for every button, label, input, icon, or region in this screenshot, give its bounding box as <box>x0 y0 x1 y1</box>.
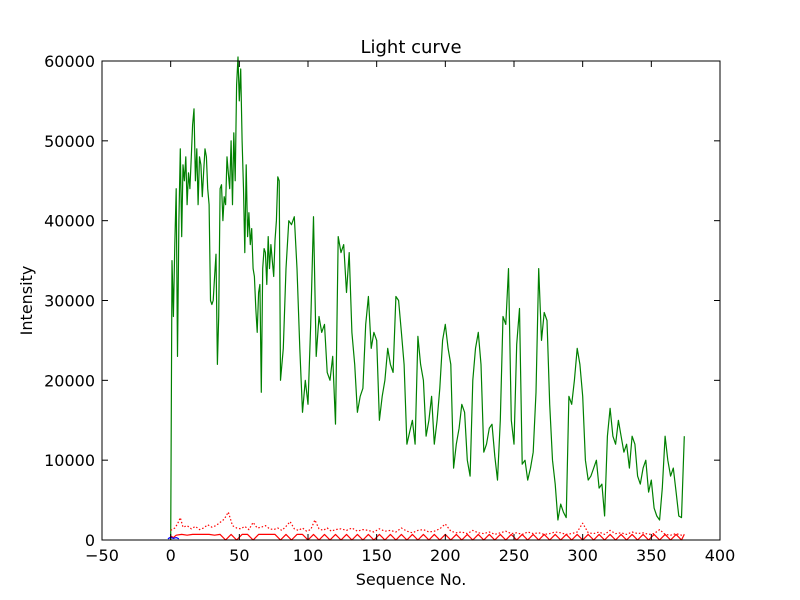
x-tick-label: 0 <box>166 546 176 565</box>
x-tick-label: 300 <box>567 546 598 565</box>
series-line-2 <box>170 511 685 536</box>
y-tick-label: 50000 <box>44 132 95 151</box>
x-tick-label: 150 <box>361 546 392 565</box>
series-line-0 <box>170 56 685 541</box>
x-tick-label: 250 <box>499 546 530 565</box>
x-axis-label: Sequence No. <box>356 570 467 589</box>
y-tick-label: 10000 <box>44 451 95 470</box>
x-tick-label: 350 <box>636 546 667 565</box>
x-tick-label: 100 <box>293 546 324 565</box>
series-line-3 <box>167 536 180 540</box>
y-axis-label: Intensity <box>17 266 36 336</box>
y-tick-label: 40000 <box>44 212 95 231</box>
y-tick-label: 30000 <box>44 292 95 311</box>
x-tick-label: 50 <box>229 546 249 565</box>
chart-title: Light curve <box>360 37 461 58</box>
y-tick-label: 60000 <box>44 52 95 71</box>
series-layer <box>167 56 685 541</box>
x-tick-label: −50 <box>85 546 119 565</box>
x-tick-label: 400 <box>705 546 736 565</box>
x-tick-label: 200 <box>430 546 461 565</box>
ticks-layer: −50 0 50 100 150 200 250 300 350 4000100002000030… <box>44 52 735 565</box>
y-tick-label: 0 <box>85 531 95 550</box>
series-line-1 <box>170 533 685 541</box>
y-tick-label: 20000 <box>44 371 95 390</box>
